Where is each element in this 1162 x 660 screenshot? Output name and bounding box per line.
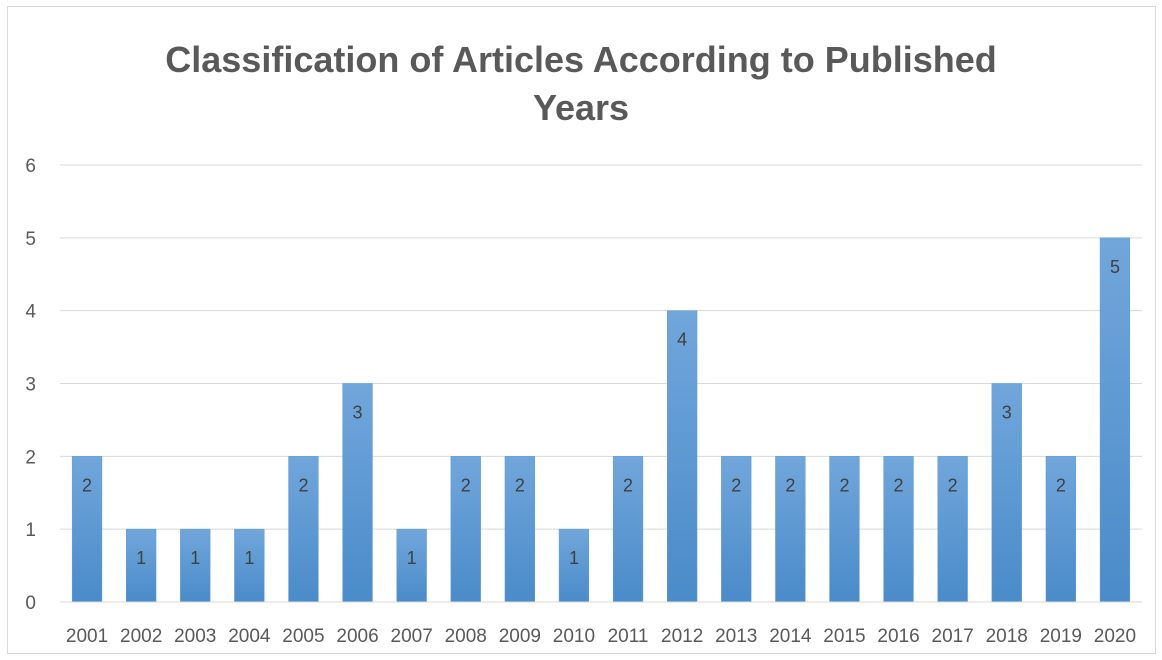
data-label-2018: 3 [1002,403,1012,423]
bar-2008 [450,456,481,603]
y-tick-label: 0 [25,593,36,614]
bar-2006 [342,383,373,603]
bar-2018 [991,383,1022,603]
data-label-2004: 1 [244,548,254,568]
chart-title-line1: Classification of Articles According to … [165,39,997,80]
bar-2010 [558,528,590,603]
y-tick-label: 6 [25,156,36,177]
data-label-2016: 2 [894,475,904,495]
data-label-2010: 1 [569,548,579,568]
x-tick-label-2009: 2009 [499,626,541,647]
data-label-2015: 2 [839,475,849,495]
data-label-2001: 2 [82,475,92,495]
x-tick-label-2016: 2016 [877,626,919,647]
x-tick-label-2008: 2008 [445,626,487,647]
y-tick-label: 1 [25,520,36,541]
chart-title: Classification of Articles According to … [0,36,1162,132]
data-label-2013: 2 [731,475,741,495]
data-label-2014: 2 [785,475,795,495]
bar-2009 [504,456,535,603]
x-tick-label-2005: 2005 [282,626,324,647]
bar-2014 [775,456,806,603]
x-tick-label-2015: 2015 [823,626,865,647]
data-label-2006: 3 [353,403,363,423]
x-tick-label-2004: 2004 [228,626,271,647]
x-tick-label-2003: 2003 [174,626,216,647]
chart-title-line2: Years [532,87,630,128]
x-tick-label-2013: 2013 [715,626,757,647]
x-tick-label-2020: 2020 [1094,626,1136,647]
data-label-2019: 2 [1056,475,1066,495]
x-tick-label-2006: 2006 [336,626,378,647]
bar-2003 [180,528,211,603]
data-labels: 2 1 1 1 2 3 1 2 2 1 2 4 2 2 2 2 2 3 2 5 [82,257,1120,568]
x-tick-label-2017: 2017 [932,626,974,647]
y-tick-label: 2 [25,447,36,468]
x-tick-label-2002: 2002 [120,626,162,647]
x-tick-label-2019: 2019 [1040,626,1082,647]
bar-2017 [937,456,968,603]
bar-2002 [126,528,157,603]
data-label-2009: 2 [515,475,525,495]
bar-2011 [612,456,644,603]
x-tick-label-2001: 2001 [66,626,108,647]
y-tick-label: 3 [25,375,36,396]
bar-2007 [396,528,427,603]
y-tick-label: 4 [25,302,36,323]
data-label-2002: 1 [136,548,146,568]
data-label-2012: 4 [677,330,687,350]
data-label-2020: 5 [1110,257,1120,277]
gridlines [60,164,1142,530]
bar-2012 [667,310,698,603]
data-label-2011: 2 [623,475,633,495]
x-tick-label-2011: 2011 [608,626,649,647]
x-tick-label-2012: 2012 [661,626,703,647]
x-tick-label-2010: 2010 [553,626,595,647]
data-label-2007: 1 [407,548,417,568]
x-tick-label-2018: 2018 [986,626,1028,647]
bars [71,237,1131,603]
bar-2019 [1045,456,1076,603]
y-axis-ticks: 0 1 2 3 4 5 6 [25,156,36,614]
x-tick-label-2007: 2007 [391,626,433,647]
x-tick-label-2014: 2014 [769,626,812,647]
bar-2001 [71,456,103,603]
bar-2016 [883,456,914,603]
x-axis-ticks: 2001 2002 2003 2004 2005 2006 2007 2008 2009 2010… [66,626,1136,647]
data-label-2005: 2 [298,475,308,495]
y-tick-label: 5 [25,229,36,250]
data-label-2008: 2 [461,475,471,495]
data-label-2003: 1 [190,548,200,568]
bar-2020 [1099,237,1131,603]
data-label-2017: 2 [948,475,958,495]
